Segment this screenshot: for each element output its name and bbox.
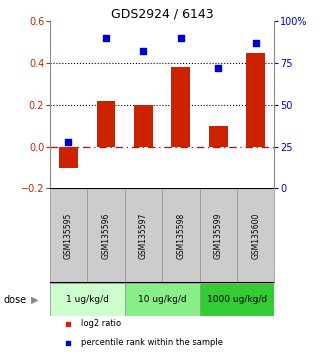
Bar (59, 147, 78, 167)
Point (141, 48, 146, 54)
Bar (134, 105, 153, 147)
Bar (50, 282, 125, 316)
Point (65, 340, 70, 346)
Bar (200, 282, 274, 316)
Text: dose: dose (3, 295, 26, 304)
Point (65, 321, 70, 327)
Text: log2 ratio: log2 ratio (81, 319, 121, 329)
Text: GSM135599: GSM135599 (214, 212, 223, 259)
Bar (50, 188, 87, 282)
Text: 1 ug/kg/d: 1 ug/kg/d (66, 295, 108, 304)
Bar (125, 188, 162, 282)
Text: GSM135597: GSM135597 (139, 212, 148, 259)
Bar (171, 67, 190, 147)
Point (66, 139, 71, 144)
Point (178, 35, 183, 41)
Text: GSM135596: GSM135596 (101, 212, 110, 259)
Point (103, 35, 108, 41)
Bar (97, 101, 115, 147)
Point (253, 40, 258, 46)
Text: percentile rank within the sample: percentile rank within the sample (81, 338, 223, 348)
Bar (247, 53, 265, 147)
Text: GSM135598: GSM135598 (176, 212, 185, 259)
Bar (162, 188, 200, 282)
Bar (237, 188, 274, 282)
Bar (209, 126, 228, 147)
Bar (200, 188, 237, 282)
Text: 1000 ug/kg/d: 1000 ug/kg/d (207, 295, 267, 304)
Point (216, 65, 221, 71)
Text: GSM135600: GSM135600 (251, 212, 260, 259)
Text: 10 ug/kg/d: 10 ug/kg/d (138, 295, 187, 304)
Text: ▶: ▶ (30, 295, 38, 304)
Bar (87, 188, 125, 282)
Text: GSM135595: GSM135595 (64, 212, 73, 259)
Title: GDS2924 / 6143: GDS2924 / 6143 (111, 7, 213, 20)
Bar (125, 282, 200, 316)
